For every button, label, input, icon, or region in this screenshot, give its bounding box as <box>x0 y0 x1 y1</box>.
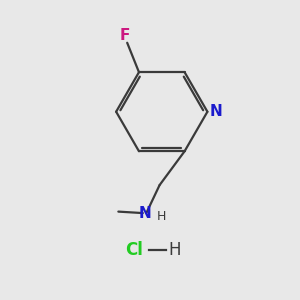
Text: Cl: Cl <box>125 241 143 259</box>
Text: N: N <box>139 206 151 220</box>
Text: N: N <box>209 104 222 119</box>
Text: F: F <box>120 28 130 43</box>
Text: H: H <box>168 241 180 259</box>
Text: H: H <box>157 209 166 223</box>
